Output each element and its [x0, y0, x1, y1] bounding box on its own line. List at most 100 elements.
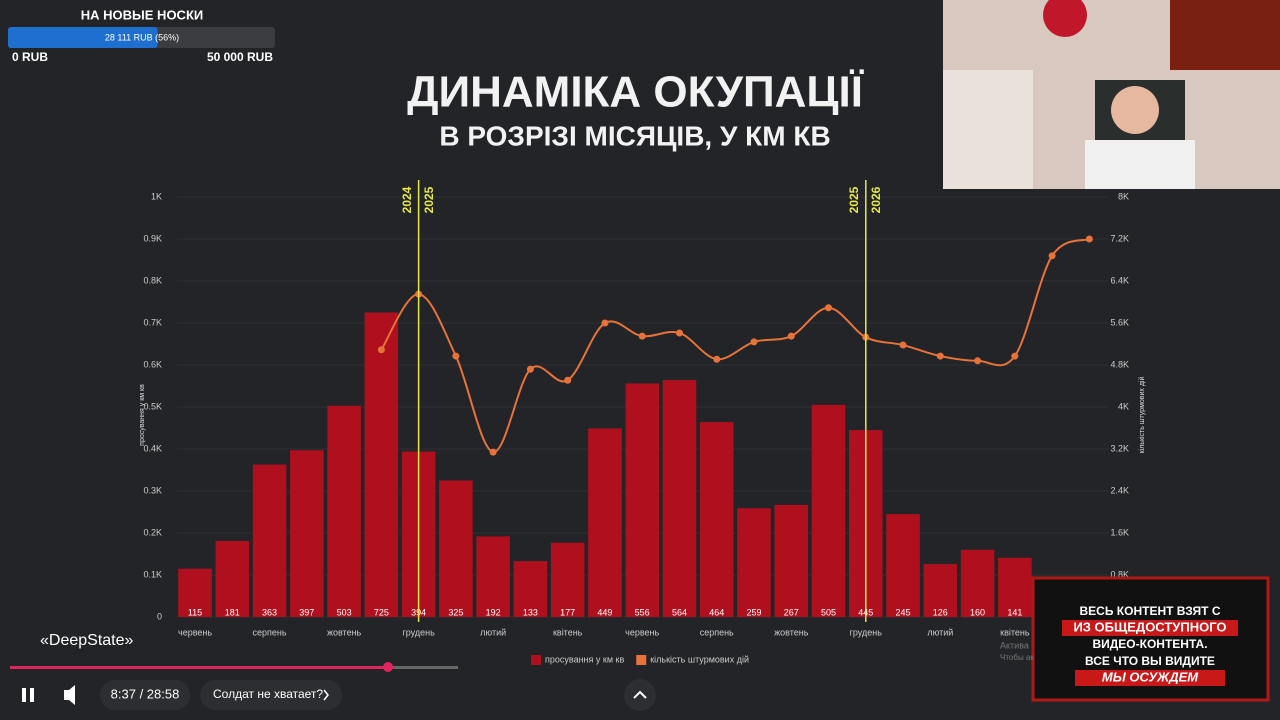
watermark: Чтобы ак [1000, 653, 1034, 662]
legend-label: кількість штурмових дій [650, 654, 749, 664]
time-pill [100, 680, 190, 710]
bar [998, 557, 1032, 617]
x-tick-label: квітень [1000, 627, 1030, 637]
chapter-button[interactable] [200, 680, 342, 710]
volume-button[interactable] [64, 685, 75, 705]
bar [290, 450, 324, 617]
bar-value-label: 564 [672, 607, 687, 617]
legend-swatch [531, 655, 541, 665]
bar [737, 508, 771, 617]
bar-value-label: 363 [262, 607, 277, 617]
watermark: Актива [1000, 640, 1029, 650]
line-point [1048, 252, 1056, 260]
line-point [452, 352, 460, 360]
bar [513, 561, 548, 617]
y-tick-label: 0 [157, 611, 162, 621]
overlay-line: ВИДЕО-КОНТЕНТА. [1092, 637, 1207, 651]
line-point [713, 355, 721, 363]
bar-value-label: 141 [1007, 607, 1022, 617]
line-point [899, 341, 907, 349]
line-point [601, 319, 609, 327]
bar [252, 464, 287, 617]
y-tick-label: 0.1K [143, 569, 162, 579]
donation-max: 50 000 RUB [207, 50, 273, 64]
chart-title: ДИНАМІКА ОКУПАЦІЇ [407, 68, 865, 117]
y-tick-label: 1K [151, 191, 162, 201]
line-point [825, 304, 833, 312]
x-tick-label: серпень [700, 627, 734, 637]
bar-value-label: 115 [188, 607, 202, 617]
line-point [1011, 352, 1019, 360]
x-tick-label: лютий [480, 627, 506, 637]
y2-axis-label: кількість штурмових дій [1138, 377, 1146, 454]
bar [215, 540, 250, 617]
y-tick-label: 0.9K [143, 233, 162, 243]
x-tick-label: лютий [927, 627, 953, 637]
line-point [787, 332, 795, 340]
y2-tick-label: 7.2K [1110, 233, 1129, 243]
bar-value-label: 177 [560, 607, 575, 617]
overlay-line: ИЗ ОБЩЕДОСТУПНОГО [1073, 619, 1226, 634]
line-point [750, 338, 758, 346]
line-point [974, 357, 982, 365]
bar [588, 428, 622, 617]
bar-value-label: 245 [896, 607, 911, 617]
bar-value-label: 160 [970, 607, 985, 617]
y-tick-label: 0.3K [143, 485, 162, 495]
bar [662, 380, 697, 617]
y-tick-label: 0.4K [143, 443, 162, 453]
pause-button[interactable] [22, 688, 34, 702]
x-tick-label: серпень [253, 627, 287, 637]
line-point [936, 352, 944, 360]
expand-icon [633, 690, 647, 699]
x-tick-label: жовтень [327, 627, 362, 637]
y2-tick-label: 8K [1118, 191, 1129, 201]
y2-tick-label: 1.6K [1110, 527, 1129, 537]
bar-value-label: 126 [933, 607, 948, 617]
bar-value-label: 259 [746, 607, 761, 617]
bar [886, 514, 920, 617]
y-axis-label: просування у км кв [139, 384, 146, 446]
y-tick-label: 0.7K [143, 317, 162, 327]
y-tick-label: 0.8K [143, 275, 162, 285]
y2-tick-label: 4K [1118, 401, 1129, 411]
bar [364, 312, 399, 617]
bar-value-label: 505 [821, 607, 836, 617]
chapter: Солдат не хватает? [213, 687, 323, 701]
bar [550, 542, 585, 617]
bar-value-label: 503 [337, 607, 352, 617]
time: 8:37 / 28:58 [111, 686, 180, 701]
year-label: 2025 [422, 186, 436, 213]
bar [960, 549, 995, 617]
seek-handle[interactable] [383, 662, 393, 672]
year-label: 2026 [869, 186, 883, 213]
expand-button[interactable] [624, 679, 656, 711]
x-tick-label: грудень [850, 627, 883, 637]
overlay-line: ВСЕ ЧТО ВЫ ВИДИТЕ [1085, 654, 1215, 668]
bar-value-label: 464 [709, 607, 724, 617]
channel-name: «DeepState» [40, 632, 134, 649]
bar [439, 480, 473, 617]
x-tick-label: червень [178, 627, 212, 637]
bar-value-label: 325 [448, 607, 463, 617]
line-point [638, 332, 646, 340]
bar [178, 568, 212, 617]
chapter-arrow [323, 689, 329, 701]
donation-title: НА НОВЫЕ НОСКИ [81, 7, 203, 22]
bar [625, 383, 659, 617]
x-tick-label: жовтень [774, 627, 809, 637]
line-point [1085, 235, 1093, 243]
x-tick-label: грудень [402, 627, 435, 637]
x-tick-label: квітень [553, 627, 583, 637]
year-label: 2025 [847, 186, 861, 213]
y2-tick-label: 3.2K [1110, 443, 1129, 453]
bar-value-label: 133 [523, 607, 538, 617]
year-label: 2024 [400, 186, 414, 213]
chart: 0 0.1K 0.2K 0.3K 0.4K 0.5K 0.6K 0.7K 0.8K 0.9K 1K 0… [143, 180, 1129, 665]
donation-progress [8, 27, 158, 48]
bar-value-label: 725 [374, 607, 389, 617]
legend-swatch [636, 655, 647, 665]
y2-tick-label: 0.8K [1110, 569, 1129, 579]
